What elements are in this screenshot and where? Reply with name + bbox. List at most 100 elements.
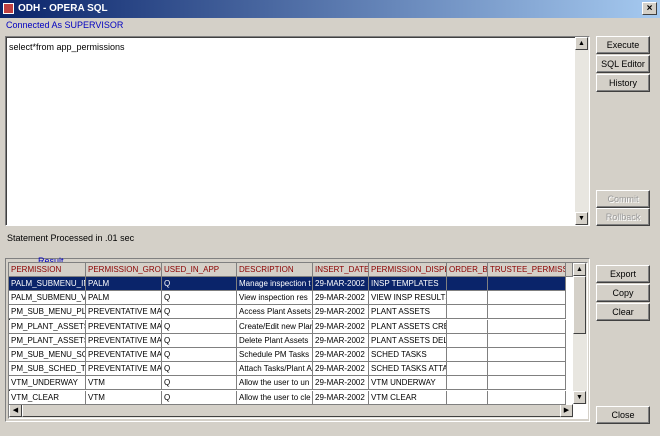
clear-button[interactable]: Clear bbox=[596, 303, 650, 321]
export-button[interactable]: Export bbox=[596, 265, 650, 283]
grid-cell[interactable] bbox=[488, 362, 566, 377]
copy-button[interactable]: Copy bbox=[596, 284, 650, 302]
grid-cell[interactable]: Allow the user to un bbox=[237, 376, 313, 391]
grid-cell[interactable]: Access Plant Assets bbox=[237, 305, 313, 320]
grid-cell[interactable]: PM_PLANT_ASSETS bbox=[9, 333, 86, 348]
grid-cell[interactable]: Q bbox=[162, 333, 237, 348]
grid-cell[interactable]: Q bbox=[162, 277, 237, 291]
sql-input[interactable]: select*from app_permissions ▲ ▼ bbox=[5, 36, 590, 226]
grid-cell[interactable]: SCHED TASKS ATTA bbox=[369, 362, 447, 377]
grid-cell[interactable] bbox=[488, 319, 566, 334]
grid-cell[interactable]: PM_SUB_MENU_SCH bbox=[9, 348, 86, 362]
grid-cell[interactable]: Create/Edit new Plan bbox=[237, 319, 313, 334]
column-header[interactable]: ORDER_BY bbox=[447, 263, 488, 277]
grid-cell[interactable]: Q bbox=[162, 305, 237, 320]
grid-cell[interactable]: 29-MAR-2002 bbox=[313, 348, 369, 362]
grid-cell[interactable]: Q bbox=[162, 319, 237, 334]
grid-cell[interactable]: PREVENTATIVE MAI bbox=[86, 362, 162, 377]
grid-cell[interactable]: Attach Tasks/Plant A bbox=[237, 362, 313, 377]
grid-cell[interactable]: Q bbox=[162, 390, 237, 405]
grid-cell[interactable]: VTM UNDERWAY bbox=[369, 376, 447, 391]
grid-cell[interactable] bbox=[447, 333, 488, 348]
grid-cell[interactable]: 29-MAR-2002 bbox=[313, 362, 369, 377]
column-header[interactable]: PERMISSION_GROUF bbox=[86, 263, 162, 277]
grid-cell[interactable]: PALM bbox=[86, 277, 162, 291]
grid-cell[interactable]: Q bbox=[162, 348, 237, 362]
grid-cell[interactable]: PREVENTATIVE MAI bbox=[86, 305, 162, 320]
grid-cell[interactable]: 29-MAR-2002 bbox=[313, 319, 369, 334]
grid-cell[interactable]: PM_PLANT_ASSETS bbox=[9, 319, 86, 334]
grid-cell[interactable]: Delete Plant Assets bbox=[237, 333, 313, 348]
scroll-down[interactable]: ▼ bbox=[573, 391, 586, 404]
grid-cell[interactable] bbox=[488, 305, 566, 320]
grid-cell[interactable]: VIEW INSP RESULTS bbox=[369, 291, 447, 306]
grid-vscroll[interactable]: ▲ ▼ bbox=[573, 263, 587, 404]
grid-cell[interactable] bbox=[447, 319, 488, 334]
close-x[interactable]: × bbox=[642, 2, 657, 15]
grid-cell[interactable] bbox=[447, 305, 488, 320]
execute-button[interactable]: Execute SQL bbox=[596, 36, 650, 66]
scroll-down[interactable]: ▼ bbox=[575, 212, 588, 225]
grid-cell[interactable] bbox=[447, 277, 488, 291]
grid-cell[interactable]: PLANT ASSETS DEL bbox=[369, 333, 447, 348]
grid-cell[interactable]: VTM CLEAR bbox=[369, 390, 447, 405]
grid-cell[interactable]: 29-MAR-2002 bbox=[313, 305, 369, 320]
column-header[interactable]: TRUSTEE_PERMISSIO bbox=[488, 263, 566, 277]
grid-cell[interactable] bbox=[447, 348, 488, 362]
grid-cell[interactable]: Q bbox=[162, 376, 237, 391]
column-header[interactable]: INSERT_DATE bbox=[313, 263, 369, 277]
grid-cell[interactable]: PLANT ASSETS bbox=[369, 305, 447, 320]
grid-cell[interactable]: VTM bbox=[86, 390, 162, 405]
grid-cell[interactable] bbox=[447, 291, 488, 306]
grid-cell[interactable]: PREVENTATIVE MAI bbox=[86, 348, 162, 362]
grid-cell[interactable]: Q bbox=[162, 362, 237, 377]
grid-cell[interactable]: VTM bbox=[86, 376, 162, 391]
grid-cell[interactable]: PM_SUB_SCHED_TA bbox=[9, 362, 86, 377]
grid-cell[interactable]: 29-MAR-2002 bbox=[313, 333, 369, 348]
grid-cell[interactable]: SCHED TASKS bbox=[369, 348, 447, 362]
grid-cell[interactable] bbox=[488, 291, 566, 306]
column-header[interactable]: USED_IN_APP bbox=[162, 263, 237, 277]
scroll-right[interactable]: ▶ bbox=[560, 404, 573, 417]
grid-cell[interactable]: PM_SUB_MENU_PLA bbox=[9, 305, 86, 320]
grid-cell[interactable]: PALM_SUBMENU_IN bbox=[9, 277, 86, 291]
column-header[interactable]: PERMISSION bbox=[9, 263, 86, 277]
grid-cell[interactable]: PALM bbox=[86, 291, 162, 306]
grid-cell[interactable] bbox=[447, 362, 488, 377]
grid-cell[interactable] bbox=[488, 333, 566, 348]
grid-cell[interactable] bbox=[447, 376, 488, 391]
scroll-up[interactable]: ▲ bbox=[575, 37, 588, 50]
close-button[interactable]: Close bbox=[596, 406, 650, 424]
grid-cell[interactable]: Q bbox=[162, 291, 237, 306]
grid-cell[interactable]: Manage inspection t bbox=[237, 277, 313, 291]
grid-cell[interactable]: VTM_CLEAR bbox=[9, 390, 86, 405]
grid-cell[interactable]: 29-MAR-2002 bbox=[313, 277, 369, 291]
grid-cell[interactable] bbox=[488, 348, 566, 362]
scroll-thumb[interactable] bbox=[22, 404, 562, 417]
grid-cell[interactable]: INSP TEMPLATES bbox=[369, 277, 447, 291]
grid-cell[interactable]: 29-MAR-2002 bbox=[313, 376, 369, 391]
scrollbar[interactable]: ▲ ▼ bbox=[575, 37, 589, 225]
grid-cell[interactable]: Schedule PM Tasks bbox=[237, 348, 313, 362]
scroll-thumb[interactable] bbox=[573, 276, 586, 334]
column-header[interactable]: PERMISSION_DISPLA bbox=[369, 263, 447, 277]
grid-cell[interactable] bbox=[488, 277, 566, 291]
column-header[interactable]: DESCRIPTION bbox=[237, 263, 313, 277]
grid-hscroll[interactable]: ◀ ▶ bbox=[9, 404, 573, 418]
history-button[interactable]: History bbox=[596, 74, 650, 92]
scroll-left[interactable]: ◀ bbox=[9, 404, 22, 417]
result-grid[interactable]: ▲ ▼ ◀ ▶ PERMISSIONPERMISSION_GROUFUSED_I… bbox=[8, 262, 588, 419]
grid-cell[interactable]: PLANT ASSETS CRE bbox=[369, 319, 447, 334]
grid-cell[interactable]: View inspection res bbox=[237, 291, 313, 306]
grid-cell[interactable]: PREVENTATIVE MAI bbox=[86, 319, 162, 334]
grid-cell[interactable]: Allow the user to cle bbox=[237, 390, 313, 405]
editor-button[interactable]: SQL Editor bbox=[596, 55, 650, 73]
grid-cell[interactable]: PALM_SUBMENU_VI bbox=[9, 291, 86, 306]
grid-cell[interactable]: PREVENTATIVE MAI bbox=[86, 333, 162, 348]
grid-cell[interactable]: 29-MAR-2002 bbox=[313, 291, 369, 306]
scroll-up[interactable]: ▲ bbox=[573, 263, 586, 276]
grid-cell[interactable]: VTM_UNDERWAY bbox=[9, 376, 86, 391]
grid-cell[interactable] bbox=[488, 376, 566, 391]
grid-cell[interactable] bbox=[488, 390, 566, 405]
grid-cell[interactable]: 29-MAR-2002 bbox=[313, 390, 369, 405]
